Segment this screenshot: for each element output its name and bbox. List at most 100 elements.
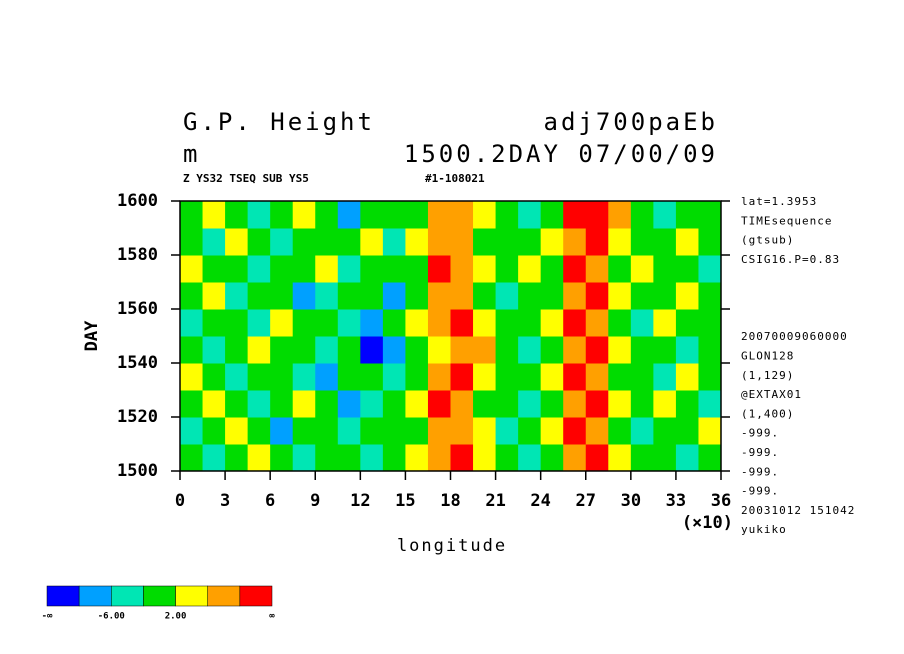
heat-cell [427, 363, 451, 391]
heat-cell [540, 228, 564, 256]
heat-cell [585, 417, 609, 445]
heat-cell [292, 336, 316, 364]
heat-cell [270, 201, 294, 229]
heat-cell [180, 390, 204, 418]
heat-cell [225, 309, 249, 337]
heat-cell [698, 336, 722, 364]
heat-cell [382, 336, 406, 364]
heat-cell [630, 309, 654, 337]
heat-cell [518, 363, 542, 391]
heat-cell [540, 417, 564, 445]
heat-cell [495, 228, 519, 256]
heat-cell [608, 417, 632, 445]
heat-cell [292, 390, 316, 418]
heat-cell [608, 309, 632, 337]
heat-cell [630, 255, 654, 283]
heat-cell [698, 444, 722, 472]
heat-cell [270, 282, 294, 310]
heat-cell [225, 228, 249, 256]
heat-cell [427, 336, 451, 364]
heat-cell [405, 309, 429, 337]
heat-cell [337, 417, 361, 445]
heat-cell [450, 255, 474, 283]
x-tick-label: 30 [621, 491, 641, 511]
heat-cell [292, 417, 316, 445]
side-info: CSIG16.P=0.83 [741, 253, 840, 266]
heat-cell [540, 390, 564, 418]
x-tick-label: 12 [350, 491, 370, 511]
heat-cell [450, 417, 474, 445]
heat-cell [382, 417, 406, 445]
heat-cell [247, 417, 271, 445]
y-tick-label: 1600 [117, 191, 158, 211]
heat-cell [495, 444, 519, 472]
heat-cell [202, 390, 226, 418]
side-info: 20070009060000 [741, 330, 848, 343]
x-tick-label: 27 [576, 491, 596, 511]
colorbar-swatch [78, 585, 112, 607]
x-tick-label: 3 [220, 491, 230, 511]
heat-cell [563, 417, 587, 445]
colorbar-swatch [239, 585, 273, 607]
heat-cell [608, 201, 632, 229]
heat-cell [427, 444, 451, 472]
heat-cell [473, 444, 497, 472]
heat-cell [675, 336, 699, 364]
heat-cell [202, 309, 226, 337]
heat-cell [315, 336, 339, 364]
colorbar-label: 2.00 [165, 612, 187, 622]
heat-cell [225, 282, 249, 310]
heat-cell [427, 282, 451, 310]
note-left: Z YS32 TSEQ SUB YS5 [183, 172, 309, 185]
heat-cell [337, 228, 361, 256]
side-info: @EXTAX01 [741, 388, 802, 401]
heat-cell [653, 282, 677, 310]
heat-cell [473, 201, 497, 229]
chart-title: G.P. Height [183, 108, 375, 136]
heat-cell [473, 228, 497, 256]
heat-cell [450, 201, 474, 229]
heat-cell [495, 282, 519, 310]
side-info: -999. [741, 485, 779, 498]
colorbar-swatch [207, 585, 241, 607]
heat-cell [405, 363, 429, 391]
x-tick-label: 9 [310, 491, 320, 511]
side-info: yukiko [741, 523, 787, 536]
heat-cell [315, 390, 339, 418]
heat-cell [675, 417, 699, 445]
side-info: (gtsub) [741, 234, 794, 247]
heat-cell [360, 417, 384, 445]
heat-cell [247, 282, 271, 310]
heat-cell [630, 201, 654, 229]
heat-cell [540, 255, 564, 283]
heat-cell [405, 336, 429, 364]
y-axis-label: DAY [82, 320, 102, 351]
heat-cell [180, 309, 204, 337]
colorbar-swatch [175, 585, 208, 607]
heat-cell [405, 255, 429, 283]
heat-cell [563, 363, 587, 391]
heat-cell [608, 228, 632, 256]
heat-cell [292, 444, 316, 472]
heat-cell [540, 309, 564, 337]
heat-cell [360, 363, 384, 391]
heat-cell [563, 282, 587, 310]
y-tick-label: 1540 [117, 353, 158, 373]
x-tick-label: 15 [395, 491, 415, 511]
heat-cell [563, 255, 587, 283]
heat-cell [653, 228, 677, 256]
heat-cell [427, 309, 451, 337]
heat-cell [495, 363, 519, 391]
heat-cell [698, 201, 722, 229]
subtitle-right: 1500.2DAY 07/00/09 [404, 140, 718, 168]
heat-cell [518, 390, 542, 418]
heat-cell [202, 201, 226, 229]
heat-cell [518, 228, 542, 256]
heat-cell [337, 255, 361, 283]
heat-cell [518, 201, 542, 229]
x-multiplier: (×10) [682, 513, 733, 533]
heat-cell [315, 444, 339, 472]
heat-cell [382, 282, 406, 310]
heat-cell [337, 309, 361, 337]
heat-cell [630, 336, 654, 364]
